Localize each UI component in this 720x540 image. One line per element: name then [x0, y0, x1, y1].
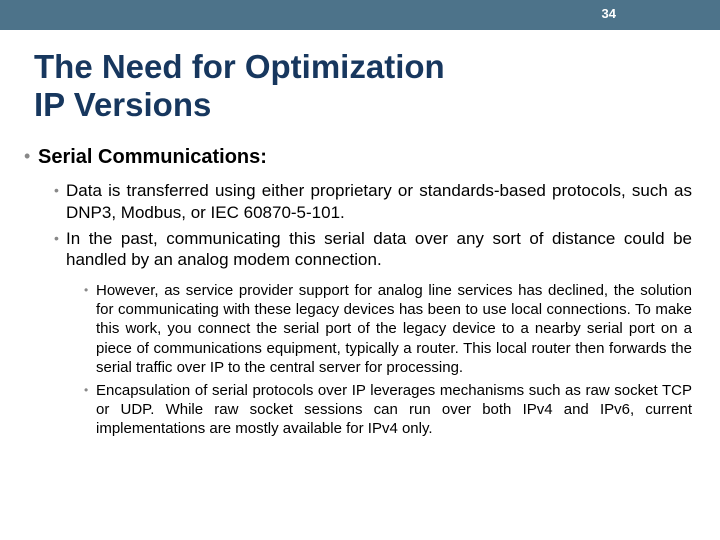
level1-heading: •Serial Communications: [24, 144, 692, 170]
slide-container: 34 The Need for Optimization IP Versions… [0, 0, 720, 540]
content-area: •Serial Communications: •Data is transfe… [24, 144, 692, 443]
slide-title: The Need for Optimization IP Versions [34, 48, 445, 124]
bullet-icon: • [24, 145, 38, 168]
level3-text: However, as service provider support for… [96, 282, 692, 376]
level3-item: •Encapsulation of serial protocols over … [84, 381, 692, 439]
level2-item: •In the past, communicating this serial … [54, 228, 692, 272]
title-line-2: IP Versions [34, 86, 211, 123]
level3-text: Encapsulation of serial protocols over I… [96, 382, 692, 437]
level3-list: •However, as service provider support fo… [84, 281, 692, 439]
level3-item: •However, as service provider support fo… [84, 281, 692, 377]
level2-item: •Data is transferred using either propri… [54, 180, 692, 224]
bullet-icon: • [84, 383, 96, 398]
level1-text: Serial Communications: [38, 146, 267, 168]
bullet-icon: • [54, 230, 66, 248]
page-number: 34 [602, 6, 616, 21]
bullet-icon: • [54, 182, 66, 200]
header-bar: 34 [0, 0, 720, 30]
bullet-icon: • [84, 283, 96, 298]
level2-text: Data is transferred using either proprie… [66, 181, 692, 222]
level2-text: In the past, communicating this serial d… [66, 229, 692, 270]
level2-list: •Data is transferred using either propri… [54, 180, 692, 439]
title-line-1: The Need for Optimization [34, 48, 445, 85]
